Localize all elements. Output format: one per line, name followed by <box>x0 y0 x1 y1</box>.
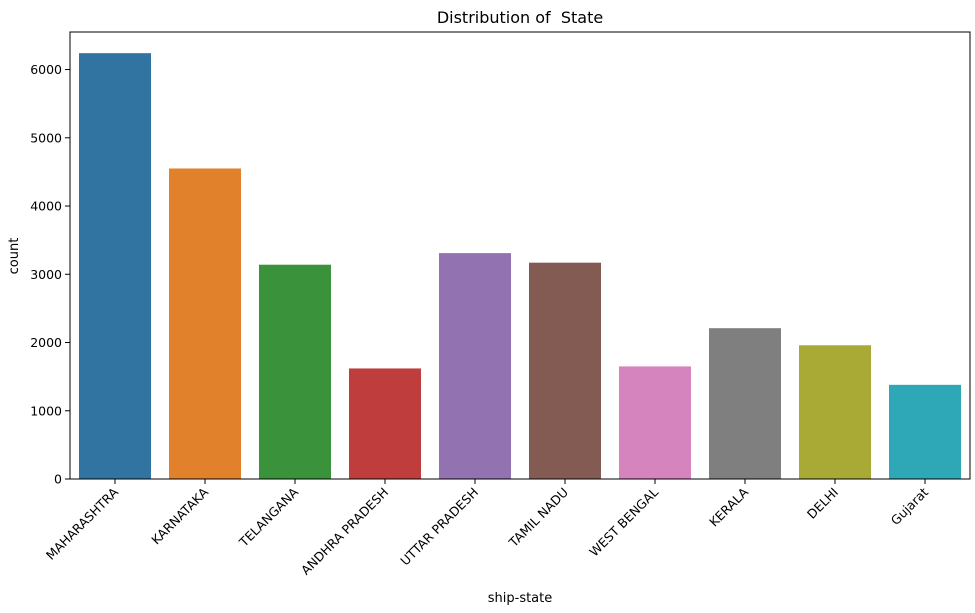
y-tick-label: 6000 <box>30 62 62 77</box>
y-tick-label: 5000 <box>30 130 62 145</box>
x-axis-label: ship-state <box>488 591 553 606</box>
x-tick-label: UTTAR PRADESH <box>397 485 481 569</box>
x-tick-label: TAMIL NADU <box>505 485 571 551</box>
bar-uttar-pradesh <box>439 253 511 479</box>
x-tick-label: KERALA <box>706 484 751 529</box>
bar-andhra-pradesh <box>349 368 421 479</box>
bar-telangana <box>259 264 331 479</box>
y-tick-label: 4000 <box>30 199 62 214</box>
bar-gujarat <box>889 384 961 479</box>
bar-tamil-nadu <box>529 262 601 479</box>
bar-karnataka <box>169 168 241 479</box>
y-axis-ticks: 0 1000 2000 3000 4000 5000 6000 <box>30 62 70 487</box>
y-axis-label: count <box>7 238 22 275</box>
x-tick-label: MAHARASHTRA <box>43 484 122 563</box>
y-tick-label: 2000 <box>30 335 62 350</box>
chart-title: Distribution of State <box>437 8 603 27</box>
bar-maharashtra <box>79 53 151 479</box>
plot-frame <box>69 31 971 480</box>
x-tick-label: TELANGANA <box>235 484 301 550</box>
bar-west-bengal <box>619 366 691 479</box>
bar-delhi <box>799 345 871 479</box>
x-tick-label: DELHI <box>804 485 841 522</box>
y-tick-label: 0 <box>54 472 62 487</box>
x-tick-label: KARNATAKA <box>148 484 211 547</box>
y-tick-label: 1000 <box>30 403 62 418</box>
y-tick-label: 3000 <box>30 267 62 282</box>
x-tick-label: ANDHRA PRADESH <box>298 485 391 578</box>
bar-kerala <box>709 328 781 479</box>
x-tick-label: WEST BENGAL <box>586 484 661 559</box>
bars-group <box>79 53 961 479</box>
x-tick-label: Gujarat <box>888 484 932 528</box>
